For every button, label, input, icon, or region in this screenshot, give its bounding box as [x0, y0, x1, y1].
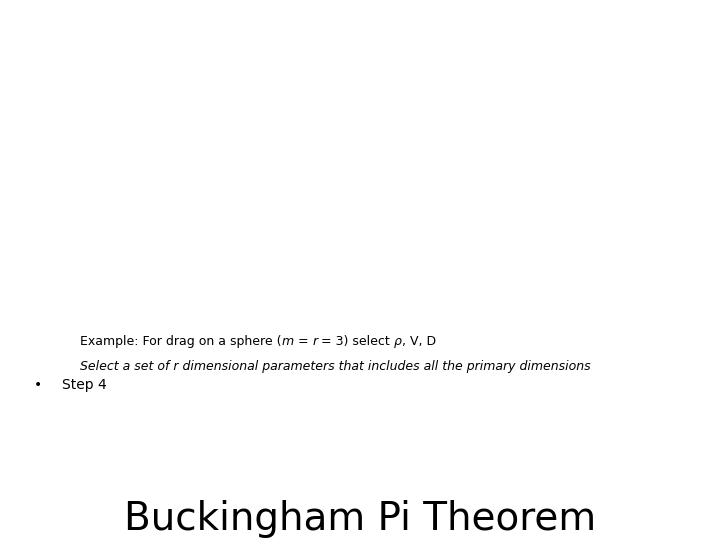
Text: = 3) select: = 3) select: [318, 335, 394, 348]
Text: Step 4: Step 4: [62, 378, 107, 392]
Text: =: =: [294, 335, 312, 348]
Text: m: m: [282, 335, 294, 348]
Text: Buckingham Pi Theorem: Buckingham Pi Theorem: [124, 500, 596, 538]
Text: Select a set of r dimensional parameters that includes all the primary dimension: Select a set of r dimensional parameters…: [80, 360, 590, 373]
Text: Example: For drag on a sphere (: Example: For drag on a sphere (: [80, 335, 282, 348]
Text: , V, D: , V, D: [402, 335, 436, 348]
Text: •: •: [34, 378, 42, 392]
Text: ρ: ρ: [394, 335, 402, 348]
Text: r: r: [312, 335, 318, 348]
